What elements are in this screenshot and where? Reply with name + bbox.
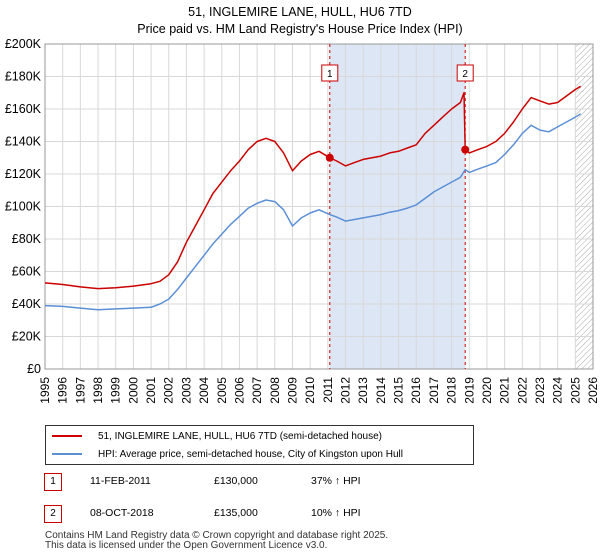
y-tick-label: £40K — [12, 297, 42, 311]
plot-border — [44, 43, 594, 370]
sale-point — [325, 153, 334, 162]
x-tick-label: 2017 — [427, 377, 441, 404]
x-tick-label: 2024 — [551, 377, 565, 404]
x-tick-label: 2025 — [568, 377, 582, 404]
x-tick-label: 2014 — [374, 377, 388, 404]
legend-swatch-blue — [52, 453, 82, 455]
x-tick-label: 2010 — [303, 377, 317, 404]
sale-label-box — [321, 64, 339, 82]
x-tick-label: 1999 — [109, 377, 123, 404]
x-tick-label: 2001 — [144, 377, 158, 404]
x-tick-label: 2004 — [197, 377, 211, 404]
y-tick-label: £100K — [5, 200, 42, 214]
sale-price: £135,000 — [214, 507, 258, 519]
x-tick-label: 2013 — [356, 377, 370, 404]
legend-label-property: 51, INGLEMIRE LANE, HULL, HU6 7TD (semi-… — [98, 430, 382, 442]
x-tick-label: 2023 — [533, 377, 547, 404]
y-tick-label: £200K — [5, 37, 42, 51]
x-tick-label: 1997 — [73, 377, 87, 404]
legend: 51, INGLEMIRE LANE, HULL, HU6 7TD (semi-… — [45, 425, 474, 465]
x-tick-label: 2005 — [215, 377, 229, 404]
x-tick-label: 2022 — [515, 377, 529, 404]
x-tick-label: 2020 — [480, 377, 494, 404]
legend-item-property: 51, INGLEMIRE LANE, HULL, HU6 7TD (semi-… — [52, 428, 382, 444]
x-tick-label: 2006 — [232, 377, 246, 404]
sale-date: 11-FEB-2011 — [90, 475, 151, 487]
x-tick-label: 2011 — [321, 377, 335, 403]
sale-number-badge: 1 — [44, 473, 62, 491]
y-tick-label: £0 — [27, 362, 41, 376]
sale-number-badge: 2 — [44, 505, 62, 523]
sale-label-number: 2 — [462, 69, 468, 80]
x-tick-label: 2019 — [462, 377, 476, 404]
x-tick-label: 2008 — [268, 377, 282, 404]
y-tick-label: £180K — [5, 70, 42, 84]
x-tick-label: 2003 — [179, 377, 193, 404]
x-tick-label: 1998 — [91, 377, 105, 404]
x-tick-label: 2002 — [162, 377, 176, 404]
x-tick-label: 2016 — [409, 377, 423, 404]
x-tick-label: 2012 — [339, 377, 353, 404]
title-line-1: 51, INGLEMIRE LANE, HULL, HU6 7TD — [188, 5, 412, 19]
footer-attribution: Contains HM Land Registry data © Crown c… — [45, 531, 585, 551]
sale-hpi-change: 10% ↑ HPI — [311, 507, 361, 519]
x-tick-label: 2021 — [498, 377, 512, 404]
x-tick-label: 2000 — [126, 377, 140, 404]
x-tick-label: 2026 — [586, 377, 600, 404]
sale-label-number: 1 — [327, 69, 333, 80]
x-tick-label: 1996 — [56, 377, 70, 404]
y-tick-label: £20K — [12, 330, 42, 344]
sale-label-box — [456, 64, 474, 82]
x-tick-label: 2009 — [285, 377, 299, 404]
price-chart: £0 £20K £40K £60K £80K £100K £120K £140K £160K £1… — [5, 37, 600, 404]
sale-point — [461, 145, 470, 154]
legend-label-hpi: HPI: Average price, semi-detached house,… — [98, 448, 403, 460]
legend-swatch-red — [52, 435, 82, 437]
y-tick-label: £120K — [5, 167, 42, 181]
x-tick-label: 2015 — [392, 377, 406, 404]
series-line — [44, 113, 581, 311]
x-tick-label: 2007 — [250, 377, 264, 404]
title-line-2: Price paid vs. HM Land Registry's House … — [137, 22, 463, 36]
footer-line-2: This data is licensed under the Open Gov… — [45, 540, 328, 551]
series-line — [44, 85, 581, 290]
sale-hpi-change: 37% ↑ HPI — [311, 475, 361, 487]
x-tick-label: 1995 — [38, 377, 52, 404]
sale-date: 08-OCT-2018 — [90, 507, 154, 519]
y-tick-label: £140K — [5, 135, 42, 149]
footer-line-1: Contains HM Land Registry data © Crown c… — [45, 530, 389, 541]
y-tick-label: £80K — [12, 232, 42, 246]
x-tick-label: 2018 — [445, 377, 459, 404]
sale-price: £130,000 — [214, 475, 258, 487]
chart-title: 51, INGLEMIRE LANE, HULL, HU6 7TD Price … — [0, 4, 600, 38]
y-tick-label: £160K — [5, 102, 42, 116]
legend-item-hpi: HPI: Average price, semi-detached house,… — [52, 446, 403, 462]
y-tick-label: £60K — [12, 265, 42, 279]
